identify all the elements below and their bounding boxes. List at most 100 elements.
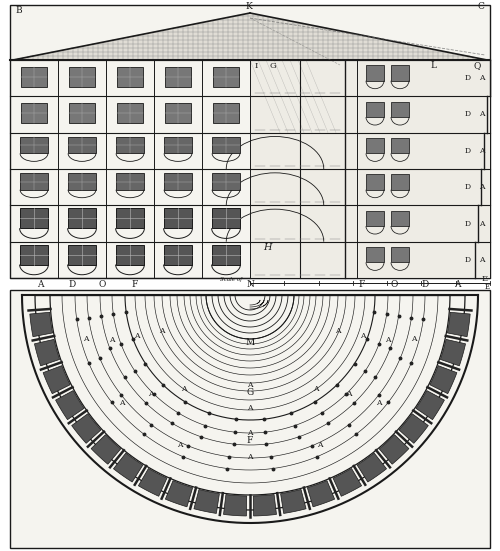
Bar bbox=[117, 103, 143, 123]
Text: D: D bbox=[465, 183, 471, 191]
Bar bbox=[116, 174, 144, 190]
Bar bbox=[20, 137, 48, 153]
Text: Q: Q bbox=[473, 61, 480, 70]
Text: A: A bbox=[317, 441, 322, 449]
Polygon shape bbox=[416, 391, 444, 420]
Text: D: D bbox=[68, 280, 75, 289]
Text: A: A bbox=[360, 332, 366, 340]
Polygon shape bbox=[280, 489, 306, 514]
Bar bbox=[117, 67, 143, 87]
Text: K: K bbox=[245, 2, 252, 11]
Bar bbox=[391, 138, 409, 153]
Bar bbox=[116, 208, 144, 228]
Text: M: M bbox=[246, 338, 254, 347]
Bar bbox=[366, 211, 384, 226]
Text: C: C bbox=[478, 2, 485, 11]
Bar bbox=[212, 137, 240, 153]
Text: A: A bbox=[313, 385, 318, 393]
Text: G: G bbox=[270, 62, 277, 70]
Bar bbox=[20, 208, 48, 228]
Polygon shape bbox=[194, 489, 220, 514]
Polygon shape bbox=[91, 435, 120, 464]
Text: D: D bbox=[465, 256, 471, 264]
Polygon shape bbox=[357, 453, 386, 482]
Text: L: L bbox=[430, 61, 436, 70]
Text: A: A bbox=[110, 336, 115, 344]
Text: F: F bbox=[247, 436, 253, 445]
Text: E: E bbox=[485, 283, 490, 291]
Text: A: A bbox=[247, 381, 253, 389]
Bar bbox=[366, 66, 384, 80]
Text: A: A bbox=[385, 336, 390, 344]
Text: D: D bbox=[422, 280, 428, 289]
Text: A: A bbox=[479, 219, 485, 228]
Text: A: A bbox=[479, 183, 485, 191]
Text: N: N bbox=[246, 280, 254, 289]
Text: A: A bbox=[178, 441, 183, 449]
Polygon shape bbox=[43, 366, 70, 393]
Bar bbox=[20, 174, 48, 190]
Text: A: A bbox=[412, 335, 417, 343]
Text: O: O bbox=[390, 280, 398, 289]
Bar bbox=[69, 103, 95, 123]
Bar bbox=[250, 60, 490, 278]
Bar bbox=[213, 103, 239, 123]
Bar bbox=[164, 174, 192, 190]
Text: D: D bbox=[465, 147, 471, 155]
Text: H: H bbox=[263, 242, 272, 252]
Bar bbox=[212, 174, 240, 190]
Text: A: A bbox=[376, 399, 382, 407]
Polygon shape bbox=[399, 414, 428, 444]
Bar bbox=[165, 67, 191, 87]
Text: F: F bbox=[132, 280, 138, 289]
Polygon shape bbox=[224, 495, 246, 516]
Text: A: A bbox=[159, 327, 164, 334]
Text: A: A bbox=[118, 399, 124, 407]
Bar bbox=[21, 67, 47, 87]
Bar bbox=[366, 247, 384, 262]
Polygon shape bbox=[166, 480, 192, 507]
Polygon shape bbox=[380, 435, 409, 464]
Text: D: D bbox=[465, 219, 471, 228]
Bar bbox=[68, 208, 96, 228]
Polygon shape bbox=[308, 480, 334, 507]
Bar bbox=[10, 5, 490, 278]
Bar bbox=[165, 103, 191, 123]
Bar bbox=[213, 67, 239, 87]
Bar bbox=[391, 102, 409, 117]
Polygon shape bbox=[333, 468, 362, 496]
Bar bbox=[68, 174, 96, 190]
Text: Scale of: Scale of bbox=[220, 277, 242, 282]
Polygon shape bbox=[440, 339, 466, 366]
Polygon shape bbox=[30, 312, 52, 337]
Text: A: A bbox=[247, 429, 253, 437]
Text: A: A bbox=[479, 147, 485, 155]
Bar bbox=[164, 208, 192, 228]
Polygon shape bbox=[34, 339, 59, 366]
Bar bbox=[391, 66, 409, 80]
Text: I: I bbox=[255, 62, 258, 70]
Text: A: A bbox=[454, 280, 460, 289]
Bar bbox=[366, 175, 384, 190]
Bar bbox=[20, 245, 48, 264]
Text: A: A bbox=[247, 404, 253, 412]
Text: A: A bbox=[479, 74, 485, 82]
Bar bbox=[366, 102, 384, 117]
Polygon shape bbox=[448, 312, 470, 337]
Text: A: A bbox=[134, 332, 140, 340]
Text: D: D bbox=[465, 74, 471, 82]
Text: A: A bbox=[479, 256, 485, 264]
Bar bbox=[164, 245, 192, 264]
Bar bbox=[21, 103, 47, 123]
Bar bbox=[68, 137, 96, 153]
Text: O: O bbox=[98, 280, 105, 289]
Bar bbox=[164, 137, 192, 153]
Text: A: A bbox=[346, 390, 352, 398]
Bar bbox=[391, 175, 409, 190]
Bar bbox=[366, 138, 384, 153]
Polygon shape bbox=[72, 414, 101, 444]
Bar bbox=[212, 245, 240, 264]
Bar bbox=[69, 67, 95, 87]
Text: A: A bbox=[37, 280, 44, 289]
Bar bbox=[10, 290, 490, 548]
